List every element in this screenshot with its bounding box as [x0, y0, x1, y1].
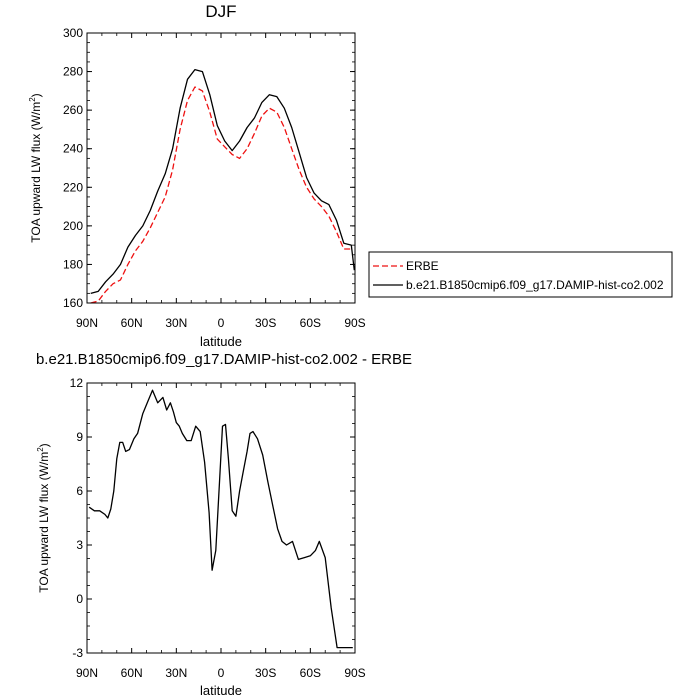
top-x-tick-label: 90N: [76, 316, 98, 330]
bottom-y-tick-label: 0: [76, 592, 83, 606]
top-x-tick-label: 30N: [165, 316, 187, 330]
bottom-x-tick-label: 0: [218, 666, 225, 680]
top-title: DJF: [205, 2, 236, 21]
top-x-tick-label: 60S: [300, 316, 321, 330]
top-plot-frame: [86, 32, 356, 304]
bottom-y-tick-label: 6: [76, 484, 83, 498]
bottom-y-tick-label: 3: [76, 538, 83, 552]
bottom-title: b.e21.B1850cmip6.f09_g17.DAMIP-hist-co2.…: [36, 351, 412, 368]
bottom-y-tick-label: -3: [72, 646, 83, 660]
bottom-x-tick-label: 90N: [76, 666, 98, 680]
legend-box: [368, 251, 673, 298]
top-y-ticks: 160 180 200 220 240 260 280 300: [63, 26, 355, 310]
top-x-tick-label: 60N: [121, 316, 143, 330]
top-x-tick-label: 90S: [344, 316, 365, 330]
bottom-plot-frame: [86, 382, 356, 654]
top-y-tick-label: 300: [63, 26, 83, 40]
bottom-x-tick-label: 60S: [300, 666, 321, 680]
bottom-x-tick-label: 60N: [121, 666, 143, 680]
bottom-y-ticks: -3 0 3 6 9 12: [70, 376, 355, 660]
bottom-y-tick-label: 9: [76, 430, 83, 444]
legend-label-erbe: ERBE: [406, 259, 439, 273]
top-y-tick-label: 160: [63, 296, 83, 310]
top-y-tick-label: 240: [63, 142, 83, 156]
top-series-line-b-e21-b1850cmip6-f09-g17-damip-hist-co2-002: [90, 68, 355, 295]
bottom-series-line-difference: [88, 389, 353, 649]
bottom-panel: b.e21.B1850cmip6.f09_g17.DAMIP-hist-co2.…: [36, 351, 412, 698]
top-plot-lines: [90, 68, 355, 304]
legend-label-model: b.e21.B1850cmip6.f09_g17.DAMIP-hist-co2.…: [406, 278, 664, 292]
top-y-tick-label: 280: [63, 65, 83, 79]
top-x-tick-label: 30S: [255, 316, 276, 330]
legend: ERBE b.e21.B1850cmip6.f09_g17.DAMIP-hist…: [368, 251, 673, 298]
top-x-ticks: 90N 60N 30N 0 30S 60S 90S: [76, 33, 366, 330]
top-y-tick-label: 220: [63, 180, 83, 194]
top-y-tick-label: 200: [63, 219, 83, 233]
bottom-x-tick-label: 90S: [344, 666, 365, 680]
top-series-line-erbe: [90, 86, 352, 304]
bottom-x-axis-label: latitude: [200, 683, 242, 698]
top-x-axis-label: latitude: [200, 334, 242, 349]
top-y-axis-label: TOA upward LW flux (W/m2): [28, 93, 43, 242]
top-y-tick-label: 260: [63, 103, 83, 117]
top-y-tick-label: 180: [63, 257, 83, 271]
bottom-x-tick-label: 30N: [165, 666, 187, 680]
top-panel: DJF 160 180 200 220 240 260 280 300 90N 60N 30N 0 3…: [28, 2, 366, 349]
bottom-x-ticks: 90N 60N 30N 0 30S 60S 90S: [76, 383, 366, 680]
bottom-plot-lines: [88, 389, 353, 649]
bottom-y-tick-label: 12: [70, 376, 84, 390]
bottom-x-tick-label: 30S: [255, 666, 276, 680]
top-x-tick-label: 0: [218, 316, 225, 330]
bottom-y-axis-label: TOA upward LW flux (W/m2): [36, 443, 51, 592]
